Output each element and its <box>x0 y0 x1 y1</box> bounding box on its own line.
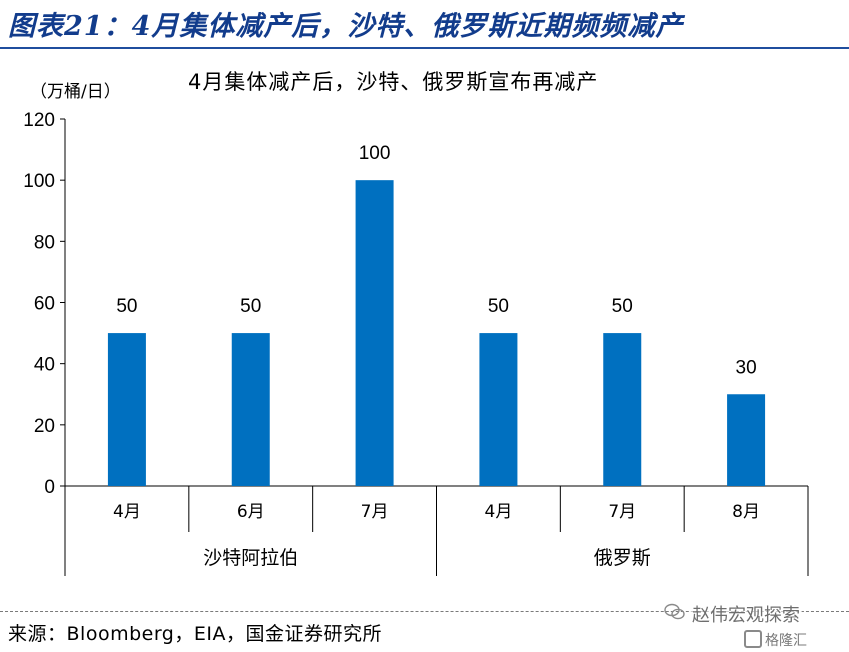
bar <box>231 333 270 486</box>
figure-title: 图表21：4月集体减产后，沙特、俄罗斯近期频频减产 <box>8 11 684 42</box>
logo-text: 格隆汇 <box>765 633 807 649</box>
data-label: 50 <box>116 296 137 317</box>
bar <box>355 180 394 486</box>
y-tick-label: 0 <box>44 477 55 498</box>
logo-icon <box>744 630 762 648</box>
y-tick-label: 60 <box>34 294 55 315</box>
watermark-logo: 格隆汇 <box>744 630 807 650</box>
y-tick-label: 20 <box>34 416 55 437</box>
chart-bars <box>107 180 766 486</box>
data-label: 50 <box>488 296 509 317</box>
chart-title: 4月集体减产后，沙特、俄罗斯宣布再减产 <box>188 70 599 94</box>
category-label: 4月 <box>485 502 513 522</box>
category-label: 4月 <box>113 502 141 522</box>
category-label: 8月 <box>732 502 760 522</box>
watermark-account-name: 赵伟宏观探索 <box>690 601 802 627</box>
category-label: 7月 <box>361 502 389 522</box>
y-tick-label: 100 <box>23 171 55 192</box>
data-label: 30 <box>736 357 757 378</box>
bar-chart: 0 20 40 60 80 100 120 50 4月 50 6月 100 7月 50 4月 50 7月 30 8… <box>23 110 809 576</box>
source-divider <box>0 611 849 612</box>
category-label: 7月 <box>608 502 636 522</box>
y-tick-label: 120 <box>23 110 55 131</box>
y-axis-unit-label: （万桶/日） <box>30 82 121 102</box>
group-label: 俄罗斯 <box>594 547 651 569</box>
wechat-icon <box>664 603 685 620</box>
data-label: 100 <box>359 143 391 164</box>
bar <box>727 394 766 486</box>
group-label: 沙特阿拉伯 <box>203 547 298 569</box>
bar <box>603 333 642 486</box>
source-note: 来源：Bloomberg，EIA，国金证券研究所 <box>8 623 382 645</box>
y-tick-label: 40 <box>34 355 55 376</box>
bar <box>107 333 146 486</box>
data-label: 50 <box>240 296 261 317</box>
bar <box>479 333 518 486</box>
chart-axes: 0 20 40 60 80 100 120 <box>23 110 809 576</box>
data-label: 50 <box>612 296 633 317</box>
title-divider <box>0 47 849 49</box>
y-tick-label: 80 <box>34 232 55 253</box>
category-label: 6月 <box>237 502 265 522</box>
